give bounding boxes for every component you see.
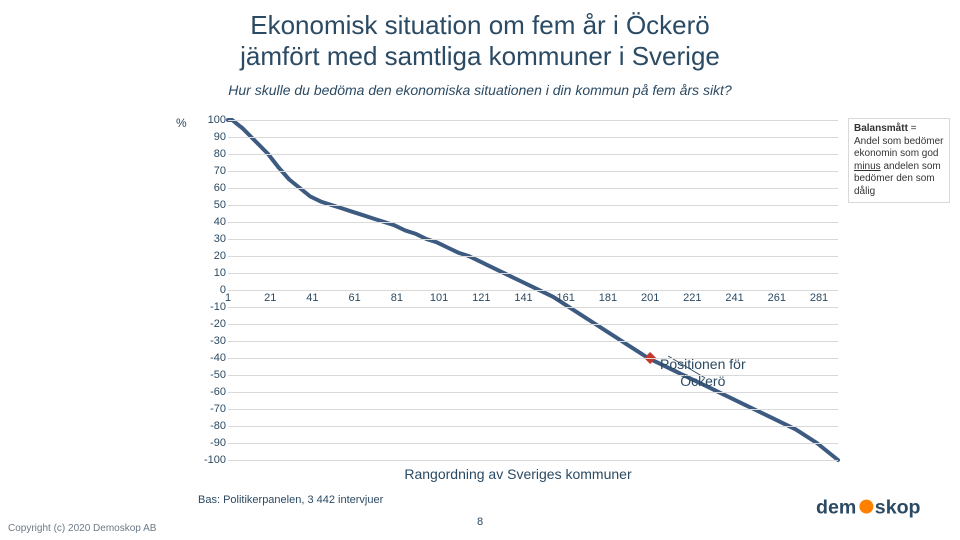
callout-line-1: Positionen för <box>660 356 746 372</box>
y-tick-label: -60 <box>196 386 226 398</box>
slide: Ekonomisk situation om fem år i Öckerö j… <box>0 0 960 540</box>
y-tick-label: -40 <box>196 352 226 364</box>
grid-line <box>228 137 838 138</box>
y-tick-label: -90 <box>196 437 226 449</box>
x-tick-label: 21 <box>264 292 276 304</box>
y-tick-label: 20 <box>196 250 226 262</box>
grid-line <box>228 290 838 291</box>
chart: -100-90-80-70-60-50-40-30-20-10010203040… <box>198 120 838 460</box>
x-tick-label: 261 <box>768 292 786 304</box>
y-tick-label: 30 <box>196 233 226 245</box>
grid-line <box>228 443 838 444</box>
subtitle: Hur skulle du bedöma den ekonomiska situ… <box>0 82 960 98</box>
y-tick-label: 60 <box>196 182 226 194</box>
x-tick-label: 1 <box>225 292 231 304</box>
title-line-1: Ekonomisk situation om fem år i Öckerö <box>250 10 710 40</box>
grid-line <box>228 341 838 342</box>
info-box: Balansmått = Andel som bedömer ekonomin … <box>848 118 950 203</box>
y-tick-label: 50 <box>196 199 226 211</box>
logo-dot-icon <box>859 500 873 514</box>
grid-line <box>228 307 838 308</box>
grid-line <box>228 409 838 410</box>
x-tick-label: 101 <box>430 292 448 304</box>
x-tick-label: 121 <box>472 292 490 304</box>
y-tick-label: -80 <box>196 420 226 432</box>
x-tick-label: 61 <box>349 292 361 304</box>
grid-line <box>228 375 838 376</box>
grid-line <box>228 460 838 461</box>
page-title: Ekonomisk situation om fem år i Öckerö j… <box>0 10 960 71</box>
y-tick-label: -30 <box>196 335 226 347</box>
x-axis-label: Rangordning av Sveriges kommuner <box>198 466 838 482</box>
grid-line <box>228 222 838 223</box>
copyright: Copyright (c) 2020 Demoskop AB <box>8 523 156 534</box>
y-tick-label: -100 <box>196 454 226 466</box>
y-tick-label: -10 <box>196 301 226 313</box>
grid-line <box>228 358 838 359</box>
y-axis-unit: % <box>176 116 187 130</box>
grid-line <box>228 188 838 189</box>
grid-line <box>228 205 838 206</box>
x-tick-label: 41 <box>306 292 318 304</box>
grid-line <box>228 256 838 257</box>
x-tick-label: 81 <box>391 292 403 304</box>
grid-line <box>228 239 838 240</box>
y-tick-label: 10 <box>196 267 226 279</box>
y-tick-label: -50 <box>196 369 226 381</box>
grid-line <box>228 154 838 155</box>
grid-line <box>228 392 838 393</box>
y-tick-label: 40 <box>196 216 226 228</box>
x-tick-label: 161 <box>557 292 575 304</box>
y-tick-label: 90 <box>196 131 226 143</box>
callout-line-2: Öckerö <box>680 373 725 389</box>
x-tick-label: 201 <box>641 292 659 304</box>
x-tick-label: 241 <box>725 292 743 304</box>
logo-text: dem <box>816 497 856 519</box>
grid-line <box>228 426 838 427</box>
y-tick-label: 0 <box>196 284 226 296</box>
title-line-2: jämfört med samtliga kommuner i Sverige <box>240 41 720 71</box>
callout-label: Positionen för Öckerö <box>660 356 746 390</box>
grid-line <box>228 324 838 325</box>
x-tick-label: 181 <box>599 292 617 304</box>
base-text: Bas: Politikerpanelen, 3 442 intervjuer <box>198 494 383 506</box>
y-tick-label: -70 <box>196 403 226 415</box>
y-tick-label: 80 <box>196 148 226 160</box>
grid-line <box>228 171 838 172</box>
grid-line <box>228 273 838 274</box>
y-tick-label: -20 <box>196 318 226 330</box>
logo: dem skop <box>816 494 942 522</box>
plot-area: -100-90-80-70-60-50-40-30-20-10010203040… <box>228 120 838 460</box>
x-tick-label: 281 <box>810 292 828 304</box>
x-tick-label: 221 <box>683 292 701 304</box>
logo-text-2: skop <box>875 497 921 519</box>
info-bold: Balansmått <box>854 123 908 134</box>
y-tick-label: 100 <box>196 114 226 126</box>
x-tick-label: 141 <box>514 292 532 304</box>
y-tick-label: 70 <box>196 165 226 177</box>
info-underline: minus <box>854 161 881 172</box>
grid-line <box>228 120 838 121</box>
